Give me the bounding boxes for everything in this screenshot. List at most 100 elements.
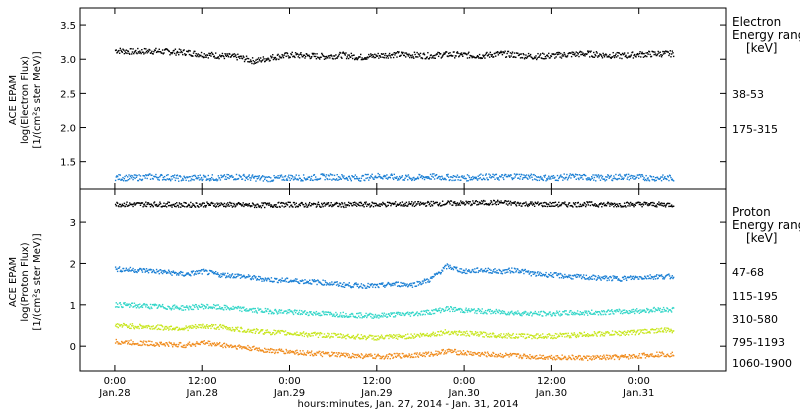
data-point xyxy=(320,206,322,208)
data-point xyxy=(184,274,187,277)
data-point xyxy=(646,307,648,310)
data-point xyxy=(472,200,474,202)
data-point xyxy=(444,329,447,331)
data-point xyxy=(393,282,395,285)
data-point xyxy=(226,173,228,176)
data-point xyxy=(114,266,117,268)
data-point xyxy=(652,204,655,207)
data-point xyxy=(461,53,463,56)
data-point xyxy=(339,312,342,314)
data-point xyxy=(310,311,312,313)
data-point xyxy=(662,276,665,278)
data-point xyxy=(163,202,165,204)
data-point xyxy=(595,334,598,336)
data-point xyxy=(513,55,515,58)
data-point xyxy=(278,55,281,57)
data-point xyxy=(212,303,215,306)
data-point xyxy=(658,204,661,206)
data-point xyxy=(466,311,469,313)
data-point xyxy=(217,205,220,208)
data-point xyxy=(506,337,508,339)
data-point xyxy=(210,323,213,326)
data-point xyxy=(360,285,362,288)
data-point xyxy=(319,281,321,283)
data-point xyxy=(155,47,157,50)
data-point xyxy=(151,326,153,328)
data-point xyxy=(501,271,503,273)
data-point xyxy=(425,205,428,207)
data-point xyxy=(582,204,585,207)
data-point xyxy=(572,334,575,336)
data-point xyxy=(606,202,608,205)
data-point xyxy=(637,53,639,56)
data-point xyxy=(346,178,348,180)
data-point xyxy=(545,336,547,338)
data-point xyxy=(355,178,357,180)
data-point xyxy=(403,284,406,286)
data-point xyxy=(582,276,584,278)
data-point xyxy=(219,323,222,326)
data-point xyxy=(186,273,189,275)
data-point xyxy=(450,266,452,269)
data-point xyxy=(517,202,520,204)
data-point xyxy=(455,204,457,207)
data-point xyxy=(118,178,121,180)
data-point xyxy=(334,58,336,60)
data-point xyxy=(385,284,387,287)
data-point xyxy=(383,57,385,59)
data-point xyxy=(134,177,136,180)
data-point xyxy=(655,204,657,207)
data-point xyxy=(555,56,557,58)
data-point xyxy=(308,333,311,335)
data-point xyxy=(560,333,563,336)
data-point xyxy=(413,179,416,181)
data-point xyxy=(646,204,649,206)
data-point xyxy=(541,337,543,339)
data-point xyxy=(360,314,363,316)
data-point xyxy=(207,327,209,329)
data-point xyxy=(403,313,405,315)
data-point xyxy=(317,280,320,282)
data-point xyxy=(137,325,140,328)
data-point xyxy=(492,333,495,335)
data-point xyxy=(494,310,496,312)
data-point xyxy=(492,176,495,178)
data-point xyxy=(533,271,535,273)
data-point xyxy=(175,205,177,208)
data-point xyxy=(295,334,297,336)
data-point xyxy=(582,312,585,314)
data-point xyxy=(336,173,338,176)
data-point xyxy=(401,282,404,284)
data-point xyxy=(143,203,146,205)
data-point xyxy=(439,307,441,309)
data-point xyxy=(235,178,237,181)
data-point xyxy=(117,178,119,181)
data-point xyxy=(313,55,316,58)
data-point xyxy=(587,314,589,316)
data-point xyxy=(345,52,347,54)
data-point xyxy=(514,201,516,203)
data-point xyxy=(454,57,456,59)
data-point xyxy=(476,56,478,58)
data-point xyxy=(460,268,463,270)
data-point xyxy=(366,285,369,287)
data-point xyxy=(209,52,211,55)
data-point xyxy=(655,275,657,277)
data-point xyxy=(623,52,626,54)
data-point xyxy=(638,55,640,58)
data-point xyxy=(494,336,496,338)
data-point xyxy=(665,310,667,312)
data-point xyxy=(670,205,672,208)
data-point xyxy=(192,327,194,329)
data-point xyxy=(274,205,277,208)
data-point xyxy=(298,334,301,337)
data-point xyxy=(351,175,353,177)
data-point xyxy=(135,326,138,328)
data-point xyxy=(546,54,549,56)
data-point xyxy=(452,55,454,57)
data-point xyxy=(406,283,408,285)
data-point xyxy=(239,175,241,177)
data-point xyxy=(451,179,453,182)
data-point xyxy=(525,201,527,203)
